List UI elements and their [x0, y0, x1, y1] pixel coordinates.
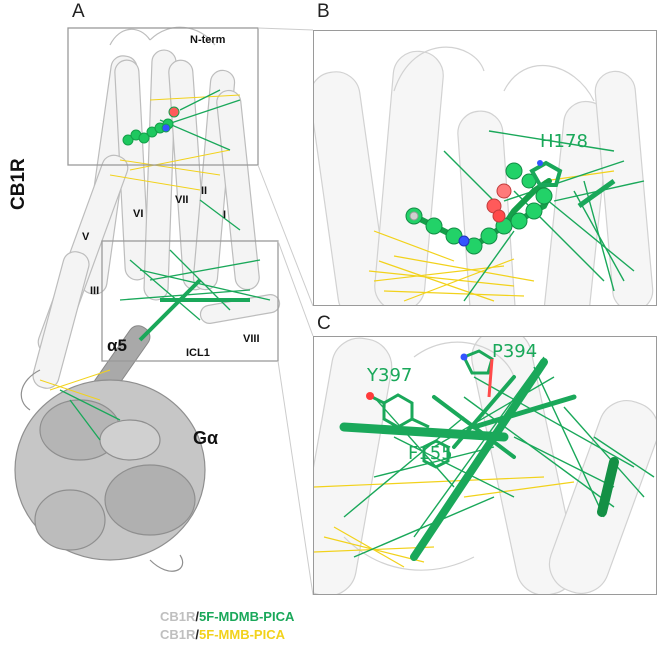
legend-ligand-mmb: 5F-MMB-PICA — [199, 627, 285, 642]
panel-c-letter: C — [317, 313, 331, 334]
panel-b-letter: B — [317, 1, 330, 22]
panel-b-inset — [313, 30, 657, 306]
label-helix-i: I — [223, 209, 227, 221]
label-f155: F155 — [408, 443, 453, 464]
label-helix-vii: VII — [175, 194, 189, 206]
label-h178: H178 — [540, 131, 588, 152]
legend-separator: / — [195, 609, 200, 624]
legend-ligand-mdmb: 5F-MDMB-PICA — [199, 609, 295, 624]
label-alpha5: α5 — [107, 336, 127, 355]
label-helix-ii: II — [201, 185, 208, 197]
label-p394: P394 — [492, 341, 538, 362]
legend-entry-mmb: CB1R/5F-MMB-PICA — [160, 627, 285, 642]
legend-entry-mdmb: CB1R/5F-MDMB-PICA — [160, 609, 294, 624]
label-nterm: N-term — [190, 34, 226, 46]
label-helix-vi: VI — [133, 208, 144, 220]
legend-receptor: CB1R — [160, 627, 196, 642]
legend-receptor: CB1R — [160, 609, 196, 624]
panel-c-inset — [313, 336, 657, 595]
label-helix-v: V — [82, 231, 90, 243]
label-y397: Y397 — [367, 365, 413, 386]
panel-a-letter: A — [72, 1, 85, 22]
panel-b-structure — [314, 46, 654, 305]
legend-separator: / — [195, 627, 200, 642]
label-helix-viii: VIII — [243, 333, 260, 345]
panel-c-structure — [314, 337, 656, 594]
label-cb1r: CB1R — [8, 158, 29, 210]
label-galpha: Gα — [193, 428, 219, 448]
label-icl1: ICL1 — [186, 347, 210, 359]
label-helix-iii: III — [90, 285, 100, 297]
